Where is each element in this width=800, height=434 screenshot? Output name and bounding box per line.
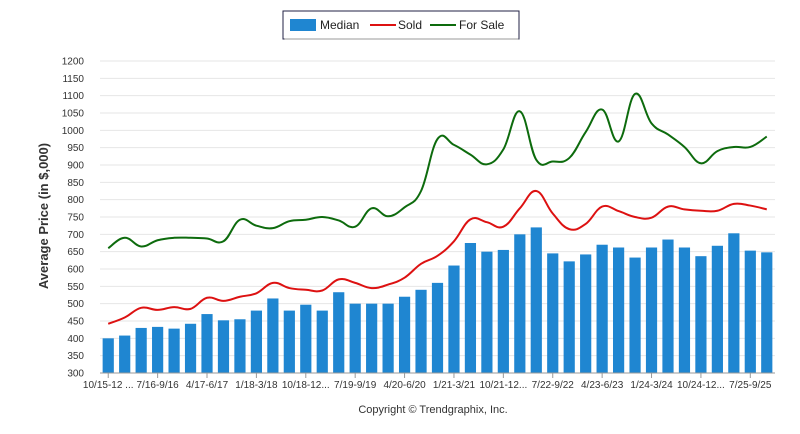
median-bar	[695, 256, 707, 373]
median-bar	[333, 292, 345, 373]
median-bar	[366, 303, 378, 373]
x-tick-label: 4/23-6/23	[581, 380, 624, 391]
median-bar	[481, 251, 493, 373]
y-tick-label: 450	[67, 317, 84, 328]
median-bar	[761, 252, 773, 373]
median-bar	[152, 326, 164, 373]
copyright-text: Copyright © Trendgraphix, Inc.	[358, 404, 507, 416]
y-tick-label: 550	[67, 282, 84, 293]
median-bar	[135, 327, 147, 373]
median-bar	[168, 328, 180, 373]
median-bar	[184, 323, 197, 373]
for-sale-line	[107, 92, 768, 250]
x-tick-label: 1/18-3/18	[235, 380, 278, 391]
median-bar	[711, 245, 723, 373]
x-tick-label: 4/20-6/20	[383, 380, 426, 391]
median-bar	[744, 250, 756, 373]
x-tick-label: 4/17-6/17	[186, 380, 229, 391]
legend-box	[282, 10, 520, 40]
median-bar	[530, 227, 542, 373]
y-tick-label: 750	[67, 213, 84, 224]
x-tick-label: 7/25-9/25	[729, 380, 772, 391]
x-tick-label: 7/19-9/19	[334, 380, 377, 391]
legend-for-sale-label: For Sale	[459, 18, 505, 32]
legend-sold-label: Sold	[398, 18, 422, 32]
y-axis-ticks: 300 350 400 450 500 550 600 650 700 750 800 850 900 9…	[62, 57, 85, 380]
y-tick-label: 1200	[62, 57, 85, 68]
x-tick-label: 7/22-9/22	[532, 380, 575, 391]
median-bar	[415, 289, 427, 373]
median-bar	[580, 254, 592, 373]
median-bars	[102, 227, 773, 373]
y-tick-label: 500	[67, 299, 84, 310]
median-bar	[398, 296, 411, 373]
y-tick-label: 350	[67, 351, 84, 362]
median-bar	[234, 319, 246, 373]
median-bar	[119, 335, 131, 373]
y-tick-label: 800	[67, 195, 84, 206]
y-tick-label: 900	[67, 161, 84, 172]
median-bar	[464, 243, 477, 373]
median-bar	[217, 320, 230, 373]
median-bar	[645, 247, 658, 373]
median-bar	[547, 253, 559, 373]
y-tick-label: 1150	[62, 74, 84, 85]
y-tick-label: 650	[67, 247, 84, 258]
median-bar	[283, 310, 295, 373]
sold-line	[107, 189, 767, 325]
median-bar	[349, 303, 361, 373]
median-bar	[448, 265, 460, 373]
median-bar	[382, 303, 394, 373]
median-bar	[563, 261, 575, 373]
median-bar	[201, 314, 213, 373]
series-lines	[107, 92, 768, 325]
legend: Median Sold For Sale	[282, 10, 520, 40]
y-tick-label: 300	[67, 369, 84, 380]
median-bar	[728, 233, 740, 373]
median-bar	[250, 310, 262, 373]
y-tick-label: 950	[67, 143, 84, 154]
x-tick-label: 10/24-12...	[677, 380, 725, 391]
median-bar	[629, 257, 641, 373]
legend-shadow	[284, 38, 519, 40]
y-tick-label: 400	[67, 334, 84, 345]
x-tick-label: 1/21-3/21	[433, 380, 476, 391]
y-tick-label: 850	[67, 178, 84, 189]
median-bar	[316, 310, 328, 373]
median-bar	[662, 239, 674, 373]
x-tick-label: 10/15-12 ...	[83, 380, 134, 391]
x-tick-label: 10/18-12...	[282, 380, 330, 391]
y-tick-label: 1050	[62, 109, 85, 120]
y-tick-label: 1100	[62, 91, 84, 102]
x-tick-label: 7/16-9/16	[136, 380, 179, 391]
y-tick-label: 1000	[62, 126, 85, 137]
median-bar	[613, 247, 625, 373]
x-tick-label: 1/24-3/24	[630, 380, 673, 391]
median-bar	[678, 247, 691, 373]
legend-median-label: Median	[320, 18, 359, 32]
y-tick-label: 700	[67, 230, 84, 241]
x-tick-label: 10/21-12...	[479, 380, 527, 391]
median-bar	[300, 304, 312, 373]
median-bar	[431, 282, 444, 373]
median-bar	[596, 244, 608, 373]
median-bar	[497, 249, 509, 373]
y-tick-label: 600	[67, 265, 84, 276]
legend-median-swatch	[290, 19, 316, 31]
median-bar	[267, 298, 279, 373]
median-bar	[514, 234, 526, 373]
x-axis-ticks: 10/15-12 ... 7/16-9/16 4/17-6/17 1/18-3/18 1…	[83, 373, 772, 391]
median-bar	[102, 338, 114, 373]
y-axis-label: Average Price (in $,000)	[36, 143, 51, 289]
